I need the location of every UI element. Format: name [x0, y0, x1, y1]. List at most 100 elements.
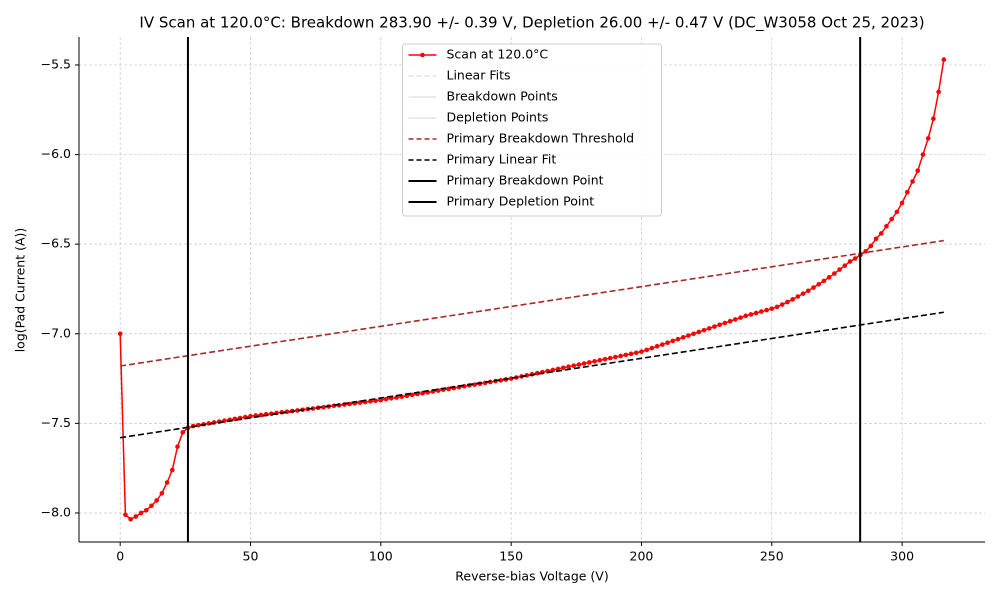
data-point: [571, 363, 577, 368]
legend-label: Scan at 120.0°C: [447, 47, 549, 62]
legend-label: Breakdown Points: [447, 89, 558, 104]
legend-label: Primary Linear Fit: [447, 152, 557, 167]
data-point: [602, 356, 608, 362]
data-point: [154, 498, 159, 503]
data-point: [779, 302, 785, 307]
data-point: [258, 412, 264, 418]
legend-marker: [420, 52, 425, 58]
data-point: [816, 282, 822, 287]
y-tick-label: −7.5: [41, 415, 71, 430]
data-point: [149, 503, 154, 509]
data-point: [560, 365, 566, 371]
data-point: [873, 236, 879, 242]
data-point: [175, 444, 180, 449]
data-point: [717, 322, 722, 328]
x-tick-label: 250: [760, 549, 784, 564]
data-point: [727, 318, 733, 324]
data-point: [805, 288, 811, 294]
legend-label: Primary Depletion Point: [447, 194, 595, 209]
y-axis-label: log(Pad Current (A)): [13, 228, 28, 353]
data-point: [534, 370, 540, 376]
data-point: [733, 317, 738, 322]
data-point: [774, 304, 780, 310]
data-point: [800, 291, 806, 296]
data-point: [826, 275, 832, 280]
x-tick-label: 50: [243, 549, 259, 564]
data-point: [597, 357, 603, 363]
data-point: [811, 285, 816, 290]
legend-box: [402, 43, 662, 217]
data-point: [164, 480, 170, 485]
y-tick-label: −6.0: [41, 146, 71, 161]
data-point: [138, 510, 144, 516]
data-point: [785, 299, 790, 305]
data-point: [686, 333, 691, 338]
data-point: [613, 354, 618, 360]
data-point: [117, 331, 123, 337]
data-point: [295, 408, 300, 413]
data-point: [649, 345, 655, 351]
legend-label: Linear Fits: [447, 68, 511, 83]
x-tick-label: 100: [369, 549, 393, 564]
data-point: [472, 382, 477, 387]
legend-label: Primary Breakdown Point: [447, 173, 604, 188]
data-point: [633, 350, 639, 356]
data-point: [123, 512, 128, 518]
data-point: [159, 490, 165, 496]
data-point: [550, 367, 556, 373]
data-point: [675, 336, 681, 342]
data-point: [143, 507, 149, 513]
data-point: [795, 294, 801, 299]
data-point: [769, 306, 775, 311]
x-tick-label: 150: [499, 549, 523, 564]
data-point: [696, 329, 702, 335]
data-point: [738, 315, 743, 320]
data-point: [409, 392, 415, 398]
data-point: [790, 297, 795, 302]
x-tick-label: 300: [890, 549, 914, 564]
series-line: [120, 311, 944, 439]
data-point: [915, 168, 921, 173]
data-point: [941, 57, 947, 62]
data-point: [170, 467, 175, 473]
legend-label: Depletion Points: [447, 110, 549, 125]
data-point: [832, 271, 837, 276]
y-tick-label: −5.5: [41, 56, 71, 71]
data-point: [842, 263, 848, 268]
data-point: [680, 335, 686, 340]
chart-title: IV Scan at 120.0°C: Breakdown 283.90 +/-…: [139, 14, 924, 33]
data-point: [905, 189, 910, 195]
data-point: [180, 430, 186, 435]
data-point: [884, 223, 889, 229]
data-point: [691, 331, 696, 337]
data-point: [133, 514, 139, 519]
data-point: [701, 327, 707, 333]
data-point: [639, 349, 644, 354]
data-point: [670, 338, 676, 344]
data-point: [889, 216, 894, 222]
y-tick-label: −6.5: [41, 236, 71, 251]
data-point: [587, 360, 592, 365]
data-point: [665, 340, 670, 346]
data-point: [894, 209, 900, 215]
data-point: [936, 89, 941, 95]
data-point: [310, 406, 316, 411]
data-point: [837, 267, 842, 272]
data-point: [592, 359, 597, 364]
data-point: [660, 342, 665, 347]
data-point: [623, 352, 629, 358]
data-point: [394, 395, 399, 400]
data-point: [878, 231, 884, 236]
data-point: [712, 324, 717, 329]
data-point: [910, 179, 915, 184]
legend-label: Primary Breakdown Threshold: [447, 131, 635, 146]
data-point: [753, 310, 759, 316]
y-tick-label: −8.0: [41, 504, 71, 519]
y-tick-label: −7.0: [41, 325, 71, 340]
data-point: [821, 278, 827, 284]
x-tick-label: 0: [116, 549, 124, 564]
data-point: [748, 312, 754, 317]
series-line: [120, 239, 944, 367]
